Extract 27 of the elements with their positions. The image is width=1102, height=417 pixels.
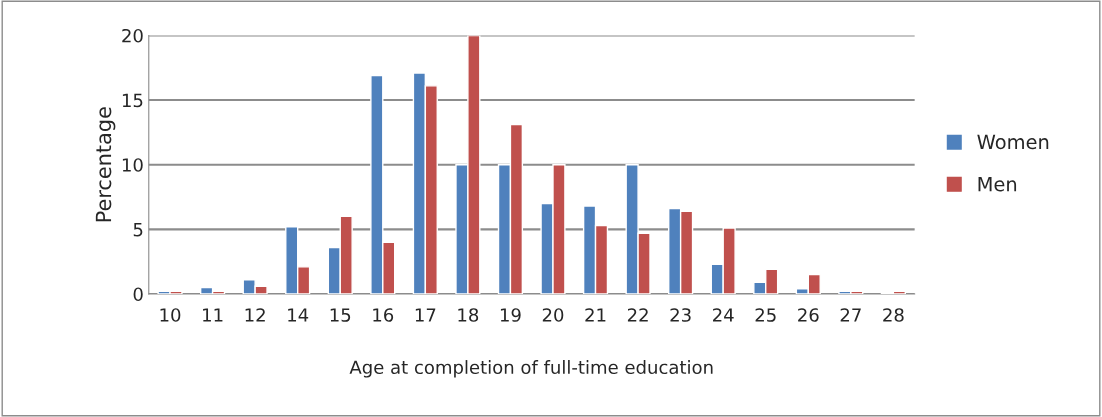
x-tick-label: 10 [160, 308, 181, 322]
x-tick-label: 11 [203, 308, 223, 322]
y-tick-label: 15 [122, 93, 143, 108]
x-tick-label: 18 [458, 308, 479, 322]
x-tick-label: 16 [373, 308, 394, 322]
x-tick-label: 27 [840, 308, 861, 322]
y-tick-label: 0 [133, 287, 143, 302]
x-tick-label: 23 [670, 308, 691, 322]
y-tick-label: 20 [122, 28, 143, 43]
x-tick-label: 15 [330, 308, 351, 322]
y-axis-title: Percentage [95, 107, 116, 222]
x-tick-label: 17 [415, 308, 436, 322]
x-tick-label: 19 [500, 308, 521, 322]
legend-label: Men [978, 176, 1017, 192]
x-tick-label: 24 [713, 308, 734, 322]
y-tick-label: 5 [133, 223, 143, 237]
legend-label: Women [977, 134, 1049, 150]
x-tick-label: 21 [585, 308, 606, 322]
x-tick-label: 22 [627, 308, 648, 322]
x-tick-label: 28 [883, 308, 904, 322]
x-axis-title: Age at completion of full-time education [349, 360, 713, 378]
x-tick-label: 20 [542, 308, 564, 322]
x-tick-label: 14 [288, 308, 309, 322]
x-tick-label: 26 [798, 308, 819, 322]
x-tick-label: 12 [245, 308, 265, 322]
x-tick-label: 25 [755, 308, 776, 322]
y-tick-label: 10 [122, 158, 143, 172]
